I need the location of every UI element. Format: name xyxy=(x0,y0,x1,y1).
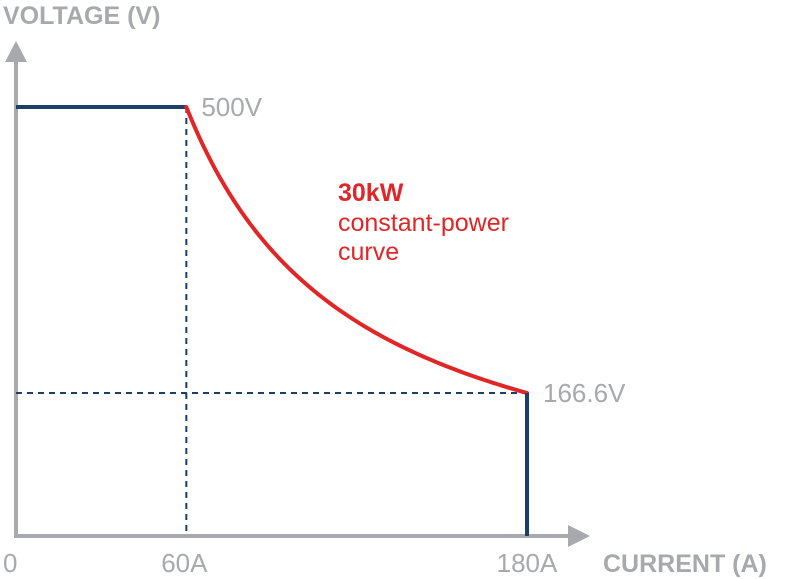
curve-description-line-2: curve xyxy=(338,238,399,266)
curve-description-line-1: constant-power xyxy=(338,209,509,237)
x-axis-title: CURRENT (A) xyxy=(603,550,767,578)
max-voltage-label: 500V xyxy=(201,92,262,122)
y-axis-arrow-icon xyxy=(5,41,27,62)
x-tick-labels: 0 60A 180A xyxy=(3,548,558,578)
curve-title: 30kW xyxy=(338,179,404,207)
series-group xyxy=(16,105,529,536)
x-tick-label: 0 xyxy=(3,548,17,578)
y-axis-title: VOLTAGE (V) xyxy=(3,2,160,30)
x-axis-arrow-icon xyxy=(568,525,590,547)
x-tick-label: 180A xyxy=(497,548,558,578)
x-tick-label: 60A xyxy=(161,548,208,578)
constant-power-curve xyxy=(184,105,529,395)
guide-lines xyxy=(16,107,527,536)
min-voltage-label: 166.6V xyxy=(543,378,626,408)
